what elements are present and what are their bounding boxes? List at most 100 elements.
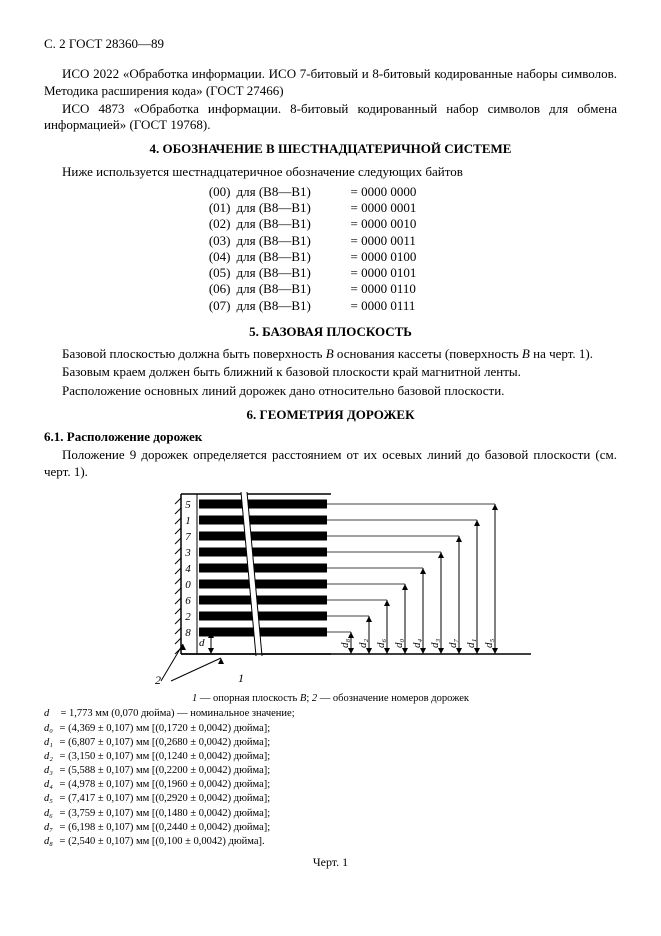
dim-text: = (3,150 ± 0,107) мм [(0,1240 ± 0,0042) …	[57, 751, 270, 762]
dim-row: d₃ = (5,588 ± 0,107) мм [(0,2200 ± 0,004…	[44, 764, 617, 778]
hex-row: (02)для (В8—В1)= 0000 0010	[191, 216, 471, 232]
svg-text:d₃: d₃	[429, 638, 441, 648]
svg-text:1: 1	[185, 515, 191, 527]
hex-row: (01)для (В8—В1)= 0000 0001	[191, 200, 471, 216]
dim-text: = (4,978 ± 0,107) мм [(0,1960 ± 0,0042) …	[57, 779, 270, 790]
dim-d-label: d	[44, 708, 49, 719]
hex-cell: = 0000 0110	[347, 281, 471, 297]
dim-text: = (4,369 ± 0,107) мм [(0,1720 ± 0,0042) …	[57, 723, 270, 734]
dim-symbol: d₀	[44, 723, 53, 734]
svg-text:7: 7	[185, 531, 191, 543]
cap1b: — опорная плоскость	[197, 693, 300, 704]
dim-symbol: d₁	[44, 737, 53, 748]
svg-text:5: 5	[185, 499, 191, 511]
dim-row-d: d = 1,773 мм (0,070 дюйма) — номинальное…	[44, 707, 617, 721]
intro-para-2: ИСО 4873 «Обработка информации. 8-битовы…	[44, 101, 617, 134]
hex-row: (06)для (В8—В1)= 0000 0110	[191, 281, 471, 297]
hex-cell: для (В8—В1)	[231, 249, 347, 265]
hex-row: (03)для (В8—В1)= 0000 0011	[191, 233, 471, 249]
hex-cell: (01)	[191, 200, 231, 216]
hex-cell: = 0000 0101	[347, 265, 471, 281]
figure-1: 517340628d12d₈d₂d₆d₀d₄d₃d₇d₁d₅	[111, 486, 551, 686]
cap1f: — обозначение номеров дорожек	[317, 693, 469, 704]
hex-cell: = 0000 0100	[347, 249, 471, 265]
svg-text:1: 1	[238, 671, 244, 685]
page-header: С. 2 ГОСТ 28360—89	[44, 36, 617, 52]
svg-text:d₈: d₈	[339, 638, 351, 648]
dim-text: = (2,540 ± 0,107) мм [(0,100 ± 0,0042) д…	[57, 836, 265, 847]
s5p1a: Базовой плоскостью должна быть поверхнос…	[62, 346, 326, 361]
section5-p3: Расположение основных линий дорожек дано…	[44, 383, 617, 399]
hex-row: (07)для (В8—В1)= 0000 0111	[191, 298, 471, 314]
dim-row: d₆ = (3,759 ± 0,107) мм [(0,1480 ± 0,004…	[44, 807, 617, 821]
dim-row: d₀ = (4,369 ± 0,107) мм [(0,1720 ± 0,004…	[44, 722, 617, 736]
svg-text:d₄: d₄	[411, 638, 423, 648]
dim-row: d₇ = (6,198 ± 0,107) мм [(0,2440 ± 0,004…	[44, 821, 617, 835]
svg-text:d₇: d₇	[447, 638, 459, 648]
hex-cell: (07)	[191, 298, 231, 314]
hex-cell: для (В8—В1)	[231, 184, 347, 200]
section6-sub: 6.1. Расположение дорожек	[44, 429, 617, 445]
dim-row: d₈ = (2,540 ± 0,107) мм [(0,100 ± 0,0042…	[44, 835, 617, 849]
chert-label: Черт. 1	[44, 855, 617, 870]
dim-text: = (6,198 ± 0,107) мм [(0,2440 ± 0,0042) …	[57, 822, 270, 833]
svg-text:6: 6	[185, 595, 191, 607]
svg-text:d₀: d₀	[393, 638, 405, 648]
hex-cell: для (В8—В1)	[231, 216, 347, 232]
dim-symbol: d₈	[44, 836, 53, 847]
hex-cell: (05)	[191, 265, 231, 281]
svg-text:3: 3	[184, 547, 191, 559]
dim-d-text: = 1,773 мм (0,070 дюйма) — номинальное з…	[61, 708, 295, 719]
hex-cell: (02)	[191, 216, 231, 232]
caption-line1: 1 — опорная плоскость B; 2 — обозначение…	[44, 692, 617, 706]
hex-cell: = 0000 0001	[347, 200, 471, 216]
dim-row: d₅ = (7,417 ± 0,107) мм [(0,2920 ± 0,004…	[44, 792, 617, 806]
intro-para-1: ИСО 2022 «Обработка информации. ИСО 7-би…	[44, 66, 617, 99]
svg-text:d₁: d₁	[465, 638, 477, 648]
svg-text:d₆: d₆	[375, 638, 387, 648]
hex-cell: = 0000 0011	[347, 233, 471, 249]
dim-symbol: d₅	[44, 793, 53, 804]
section6-title: 6. ГЕОМЕТРИЯ ДОРОЖЕК	[44, 407, 617, 423]
section4-lead: Ниже используется шестнадцатеричное обоз…	[44, 164, 617, 180]
s5p1-Ba: B	[326, 346, 334, 361]
hex-cell: (06)	[191, 281, 231, 297]
dim-symbol: d₃	[44, 765, 53, 776]
dim-text: = (5,588 ± 0,107) мм [(0,2200 ± 0,0042) …	[57, 765, 270, 776]
svg-text:d₂: d₂	[357, 638, 369, 648]
section5-p2: Базовым краем должен быть ближний к базо…	[44, 364, 617, 380]
hex-cell: для (В8—В1)	[231, 200, 347, 216]
hex-cell: = 0000 0010	[347, 216, 471, 232]
hex-cell: для (В8—В1)	[231, 298, 347, 314]
hex-cell: (00)	[191, 184, 231, 200]
section5-p1: Базовой плоскостью должна быть поверхнос…	[44, 346, 617, 362]
dim-symbol: d₇	[44, 822, 53, 833]
hex-cell: для (В8—В1)	[231, 281, 347, 297]
hex-table: (00)для (В8—В1)= 0000 0000(01)для (В8—В1…	[191, 184, 471, 314]
figure-1-svg: 517340628d12d₈d₂d₆d₀d₄d₃d₇d₁d₅	[111, 486, 551, 686]
section6-p1: Положение 9 дорожек определяется расстоя…	[44, 447, 617, 480]
section5-title: 5. БАЗОВАЯ ПЛОСКОСТЬ	[44, 324, 617, 340]
svg-text:2: 2	[155, 673, 161, 686]
s5p1c: на черт. 1).	[530, 346, 593, 361]
dim-text: = (3,759 ± 0,107) мм [(0,1480 ± 0,0042) …	[57, 808, 270, 819]
s5p1b: основания кассеты (поверхность	[334, 346, 522, 361]
svg-text:d: d	[199, 637, 205, 649]
dim-symbol: d₂	[44, 751, 53, 762]
svg-text:0: 0	[185, 579, 191, 591]
hex-cell: (03)	[191, 233, 231, 249]
hex-cell: для (В8—В1)	[231, 265, 347, 281]
hex-cell: = 0000 0000	[347, 184, 471, 200]
hex-row: (04)для (В8—В1)= 0000 0100	[191, 249, 471, 265]
dim-symbol: d₄	[44, 779, 53, 790]
dimension-table: d = 1,773 мм (0,070 дюйма) — номинальное…	[44, 707, 617, 849]
svg-text:8: 8	[185, 627, 191, 639]
hex-row: (00)для (В8—В1)= 0000 0000	[191, 184, 471, 200]
hex-cell: = 0000 0111	[347, 298, 471, 314]
hex-cell: для (В8—В1)	[231, 233, 347, 249]
dim-row: d₄ = (4,978 ± 0,107) мм [(0,1960 ± 0,004…	[44, 778, 617, 792]
s5p1-Bb: B	[522, 346, 530, 361]
svg-text:4: 4	[185, 563, 191, 575]
dim-row: d₂ = (3,150 ± 0,107) мм [(0,1240 ± 0,004…	[44, 750, 617, 764]
svg-text:2: 2	[185, 611, 191, 623]
